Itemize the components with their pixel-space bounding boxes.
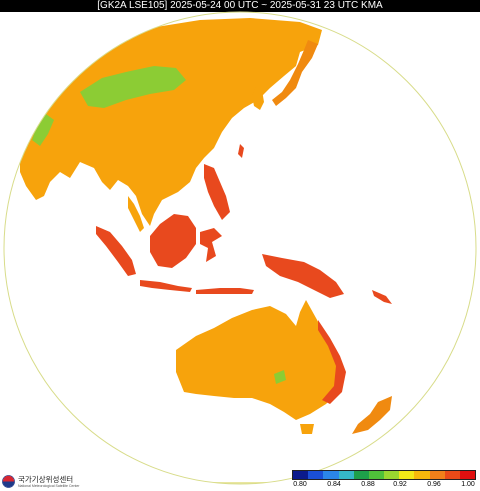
colorbar-tick-label: 0.88 [361, 481, 375, 488]
colorbar-swatch [353, 471, 369, 479]
logo-name: 국가기상위성센터 [18, 475, 74, 484]
australia [176, 300, 344, 420]
colorbar-swatch [368, 471, 385, 479]
colorbar-tick-label: 0.84 [327, 481, 341, 488]
colorbar-tick-label: 0.92 [393, 481, 407, 488]
philippines [204, 164, 230, 220]
colorbar-swatch [338, 471, 354, 479]
green-region-australia [274, 370, 286, 384]
colorbar-tick-label: 1.00 [461, 481, 475, 488]
green-region-west [32, 114, 54, 146]
new-guinea [262, 254, 344, 298]
taiwan [238, 144, 244, 158]
colorbar-swatch [429, 471, 445, 479]
solomon-islands [372, 290, 392, 304]
logo-subtitle: National Meteorological Satellite Center [18, 484, 80, 488]
kma-emblem-icon [2, 475, 15, 488]
colorbar-tick-label: 0.80 [293, 481, 307, 488]
colorbar-swatch [293, 471, 309, 479]
lesser-sunda-islands [196, 288, 254, 294]
colorbar-swatch [384, 471, 400, 479]
colorbar-swatch [323, 471, 339, 479]
java [140, 280, 192, 292]
new-zealand [352, 396, 392, 434]
colorbar-swatch [444, 471, 460, 479]
korea [252, 86, 264, 110]
colorbar-legend: 0.80 0.84 0.88 0.92 0.96 1.00 [292, 470, 476, 490]
colorbar-ticks: 0.80 0.84 0.88 0.92 0.96 1.00 [292, 481, 476, 490]
colorbar-swatch [399, 471, 415, 479]
borneo [150, 214, 196, 268]
colorbar-tick-label: 0.96 [427, 481, 441, 488]
malay-peninsula [128, 196, 144, 232]
japan [272, 40, 318, 106]
colorbar-swatches [292, 470, 476, 480]
colorbar-swatch [308, 471, 324, 479]
tasmania [300, 424, 314, 434]
sulawesi [200, 228, 222, 262]
australia-east-coast [318, 320, 346, 404]
sumatra [96, 226, 136, 276]
map-title: [GK2A LSE105] 2025-05-24 00 UTC ~ 2025-0… [0, 0, 480, 12]
colorbar-swatch [459, 471, 476, 479]
kma-logo: 국가기상위성센터 National Meteorological Satelli… [2, 474, 92, 490]
colorbar-swatch [414, 471, 430, 479]
disk-limb [3, 11, 477, 485]
asia-landmass [20, 18, 322, 226]
green-region-mongolia [80, 66, 186, 108]
